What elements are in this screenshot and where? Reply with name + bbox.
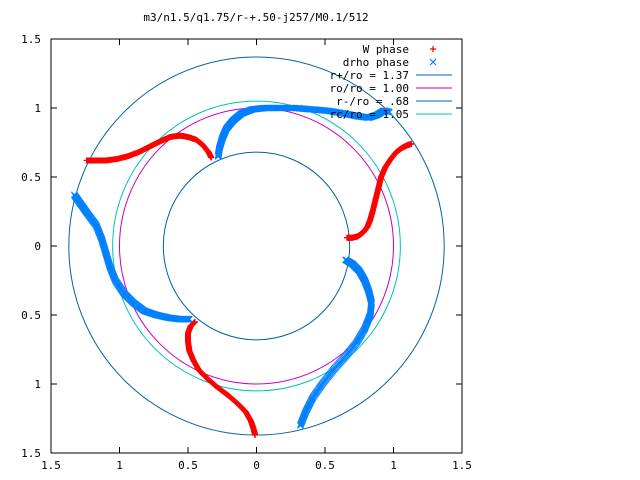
y-tick-label: 0	[34, 240, 41, 253]
x-tick-label: 1	[390, 459, 397, 472]
circle-3	[112, 100, 401, 392]
series-1	[70, 104, 393, 429]
point-1-2	[296, 421, 304, 429]
y-tick-label: 0.5	[21, 309, 41, 322]
x-tick-label: 1	[116, 459, 123, 472]
y-tick-label: 1.5	[21, 447, 41, 460]
legend: W phase drho phase r+/ro = 1.37 ro/ro = …	[330, 43, 452, 121]
y-tick-label: 1	[34, 378, 41, 391]
legend-label-r-plus: r+/ro = 1.37	[330, 69, 409, 82]
x-tick-label: 0	[253, 459, 260, 472]
legend-label-rc: rc/ro = 1.05	[330, 108, 409, 121]
y-tick-label: 1.5	[21, 33, 41, 46]
legend-sample-drho-phase	[429, 58, 437, 66]
x-tick-label: 1.5	[41, 459, 61, 472]
legend-sample-w-phase	[430, 46, 436, 52]
legend-label-drho-phase: drho phase	[343, 56, 409, 69]
legend-label-r-minus: r-/ro = .68	[336, 95, 409, 108]
point-0-1	[83, 157, 90, 164]
y-tick-label: 0.5	[21, 171, 41, 184]
point-0-0	[408, 140, 415, 147]
x-tick-label: 0.5	[315, 459, 335, 472]
series-0	[83, 132, 415, 439]
point-1-0	[385, 108, 393, 116]
x-tick-label: 1.5	[452, 459, 472, 472]
point-1-1	[185, 315, 193, 323]
point-0-2	[252, 432, 259, 439]
data-points	[70, 104, 415, 439]
circle-2	[162, 151, 351, 341]
y-tick-label: 1	[34, 102, 41, 115]
chart-title: m3/n1.5/q1.75/r-+.50-j257/M0.1/512	[143, 11, 368, 24]
legend-label-w-phase: W phase	[363, 43, 409, 56]
legend-label-ro: ro/ro = 1.00	[330, 82, 409, 95]
x-tick-label: 0.5	[178, 459, 198, 472]
axis-ticks: 1.5 1 0.5 0 0.5 1 1.51.510.500.511.5	[21, 33, 472, 472]
